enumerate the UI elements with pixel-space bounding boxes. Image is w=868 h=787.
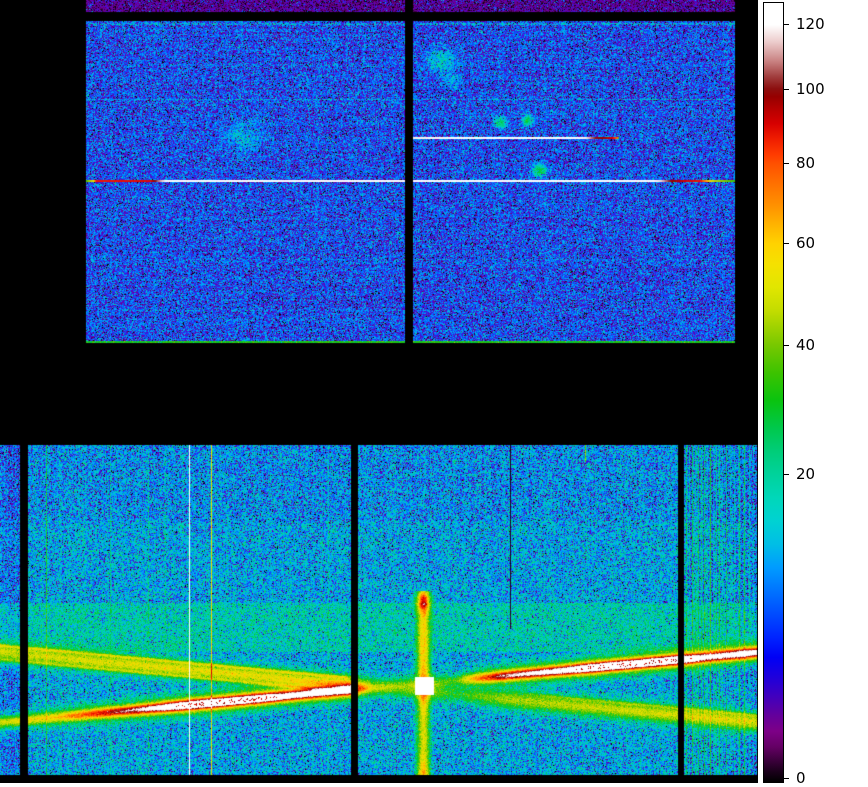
colorbar-tick-label: 40 [796, 336, 816, 354]
colorbar-tick [784, 163, 789, 164]
colorbar-tick-label: 80 [796, 154, 816, 172]
colorbar-tick [784, 243, 789, 244]
colorbar-tick-label: 120 [796, 15, 825, 33]
colorbar [763, 2, 784, 783]
colorbar-tick-label: 20 [796, 465, 816, 483]
colorbar-tick-label: 60 [796, 234, 816, 252]
colorbar-tick [784, 89, 789, 90]
colorbar-tick [784, 778, 789, 779]
detector-image-canvas [0, 0, 758, 783]
colorbar-tick-label: 100 [796, 80, 825, 98]
colorbar-tick [784, 474, 789, 475]
colorbar-gradient [763, 2, 784, 783]
colorbar-tick [784, 345, 789, 346]
colorbar-tick-label: 0 [796, 769, 806, 787]
colorbar-tick [784, 24, 789, 25]
figure-area [0, 0, 758, 783]
